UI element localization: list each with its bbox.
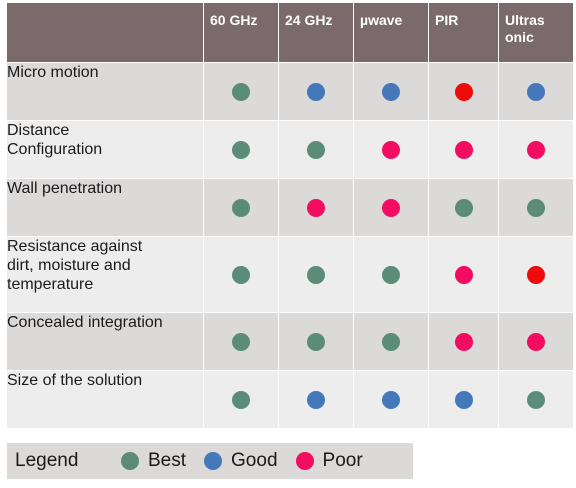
rating-dot-icon [232, 390, 250, 409]
legend-good-label: Good [231, 450, 278, 471]
rating-cell [499, 63, 574, 121]
rating-dot-icon [307, 332, 325, 351]
rating-cell [429, 63, 499, 121]
rating-cell [204, 313, 279, 371]
rating-cell [354, 63, 429, 121]
rating-dot-icon [382, 390, 400, 409]
feature-label: Concealed integration [7, 313, 204, 371]
rating-dot-icon [527, 82, 545, 101]
legend-poor-dot-icon [295, 452, 314, 470]
rating-cell [354, 121, 429, 179]
legend-good-dot-icon [204, 452, 223, 470]
rating-dot-icon [382, 198, 400, 217]
table-row: Concealed integration [7, 313, 574, 371]
rating-dot-icon [382, 265, 400, 284]
rating-cell [279, 237, 354, 313]
rating-cell [499, 371, 574, 429]
table-row: Resistance against dirt, moisture and te… [7, 237, 574, 313]
feature-label: Size of the solution [7, 371, 204, 429]
column-header-microwave: µwave [354, 3, 429, 63]
rating-dot-icon [454, 140, 473, 159]
rating-cell [429, 237, 499, 313]
rating-dot-icon [232, 82, 250, 101]
rating-dot-icon [382, 140, 400, 159]
rating-dot-icon [454, 332, 473, 351]
rating-cell [204, 63, 279, 121]
rating-dot-icon [232, 332, 250, 351]
legend-best-dot-icon [121, 452, 139, 470]
column-header-24ghz: 24 GHz [279, 3, 354, 63]
rating-dot-icon [454, 82, 473, 101]
rating-cell [499, 237, 574, 313]
table-header-row: 60 GHz 24 GHz µwave PIR Ultras onic [7, 3, 574, 63]
rating-cell [354, 237, 429, 313]
feature-label: Resistance against dirt, moisture and te… [7, 237, 204, 313]
rating-dot-icon [232, 140, 250, 159]
rating-dot-icon [307, 140, 325, 159]
legend-item-best: Best [121, 450, 186, 472]
sensor-comparison-table: 60 GHz 24 GHz µwave PIR Ultras onic Micr… [7, 3, 574, 429]
rating-cell [354, 313, 429, 371]
legend-best-label: Best [148, 450, 187, 471]
table-row: Distance Configuration [7, 121, 574, 179]
rating-cell [429, 313, 499, 371]
rating-cell [279, 313, 354, 371]
legend: Legend Best Good Poor [7, 443, 413, 479]
rating-cell [499, 179, 574, 237]
rating-cell [279, 371, 354, 429]
rating-dot-icon [307, 390, 325, 409]
rating-cell [354, 371, 429, 429]
rating-dot-icon [382, 82, 400, 101]
table-row: Micro motion [7, 63, 574, 121]
legend-item-good: Good [204, 450, 278, 472]
rating-dot-icon [382, 332, 400, 351]
rating-dot-icon [307, 265, 325, 284]
feature-label: Distance Configuration [7, 121, 204, 179]
rating-cell [499, 313, 574, 371]
column-header-ultrasonic: Ultras onic [499, 3, 574, 63]
rating-cell [204, 179, 279, 237]
table-row: Wall penetration [7, 179, 574, 237]
column-header-pir: PIR [429, 3, 499, 63]
rating-cell [204, 237, 279, 313]
rating-dot-icon [527, 265, 545, 284]
rating-dot-icon [527, 140, 545, 159]
rating-dot-icon [454, 265, 473, 284]
rating-dot-icon [527, 332, 545, 351]
table-row: Size of the solution [7, 371, 574, 429]
rating-dot-icon [527, 198, 545, 217]
rating-cell [429, 121, 499, 179]
rating-cell [279, 121, 354, 179]
table-body: Micro motion Distance Configuration Wall p… [7, 63, 574, 429]
legend-item-poor: Poor [295, 450, 363, 472]
rating-dot-icon [454, 390, 473, 409]
rating-dot-icon [527, 390, 545, 409]
feature-label: Micro motion [7, 63, 204, 121]
rating-cell [279, 63, 354, 121]
rating-dot-icon [232, 265, 250, 284]
rating-dot-icon [307, 82, 325, 101]
legend-title: Legend [15, 450, 79, 471]
legend-poor-label: Poor [322, 450, 363, 471]
feature-label: Wall penetration [7, 179, 204, 237]
rating-dot-icon [307, 198, 325, 217]
rating-cell [204, 121, 279, 179]
rating-cell [499, 121, 574, 179]
rating-dot-icon [454, 198, 473, 217]
rating-cell [354, 179, 429, 237]
header-corner-cell [7, 3, 204, 63]
rating-cell [279, 179, 354, 237]
column-header-60ghz: 60 GHz [204, 3, 279, 63]
rating-dot-icon [232, 198, 250, 217]
rating-cell [204, 371, 279, 429]
rating-cell [429, 371, 499, 429]
rating-cell [429, 179, 499, 237]
